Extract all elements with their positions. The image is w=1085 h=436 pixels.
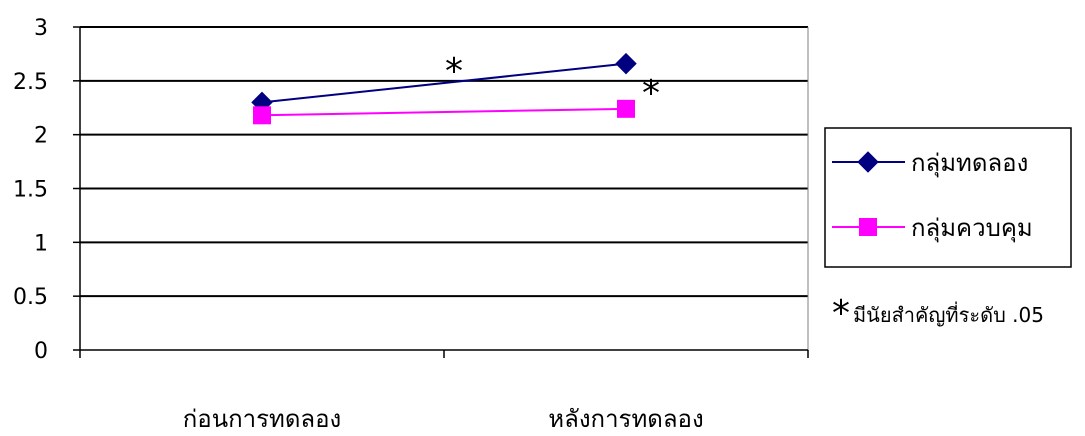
significance-star-within-group: * (445, 51, 463, 92)
square-marker (859, 218, 877, 236)
significance-note-star: * (832, 293, 850, 334)
legend-box (824, 127, 1072, 268)
square-marker (617, 99, 635, 118)
legend-label: กลุ่มทดลอง (911, 149, 1028, 178)
y-tick-label: 2.5 (13, 70, 48, 95)
y-tick-label: 3 (34, 16, 48, 41)
x-axis-categories: ก่อนการทดลอง หลังการทดลอง (183, 405, 704, 433)
series-line (261, 62, 627, 104)
diamond-marker (615, 52, 637, 75)
y-tick-label: 1 (34, 231, 48, 256)
series-1 (251, 52, 637, 114)
significance-star-between-group: * (642, 73, 660, 114)
series-2 (253, 99, 635, 125)
x-category-label: ก่อนการทดลอง (183, 405, 342, 433)
x-category-label: หลังการทดลอง (548, 405, 703, 433)
series-line (261, 107, 627, 117)
significance-note: * มีนัยสำคัญที่ระดับ .05 (832, 293, 1044, 334)
significance-markers: ** (445, 51, 660, 114)
y-axis-ticks: 0 0.5 1 1.5 2 2.5 3 (13, 16, 80, 364)
y-tick-label: 0 (34, 339, 48, 364)
y-tick-label: 2 (34, 124, 48, 149)
y-tick-label: 0.5 (13, 285, 48, 310)
significance-note-text: มีนัยสำคัญที่ระดับ .05 (853, 301, 1044, 327)
axes (79, 27, 809, 358)
diamond-marker (857, 151, 879, 173)
legend-item: กลุ่มทดลอง (832, 149, 1028, 178)
square-marker (253, 106, 271, 125)
legend-item: กลุ่มควบคุม (832, 214, 1033, 243)
series-lines (251, 52, 637, 125)
y-tick-label: 1.5 (13, 178, 48, 203)
legend-label: กลุ่มควบคุม (911, 214, 1033, 243)
gridlines (80, 26, 809, 350)
